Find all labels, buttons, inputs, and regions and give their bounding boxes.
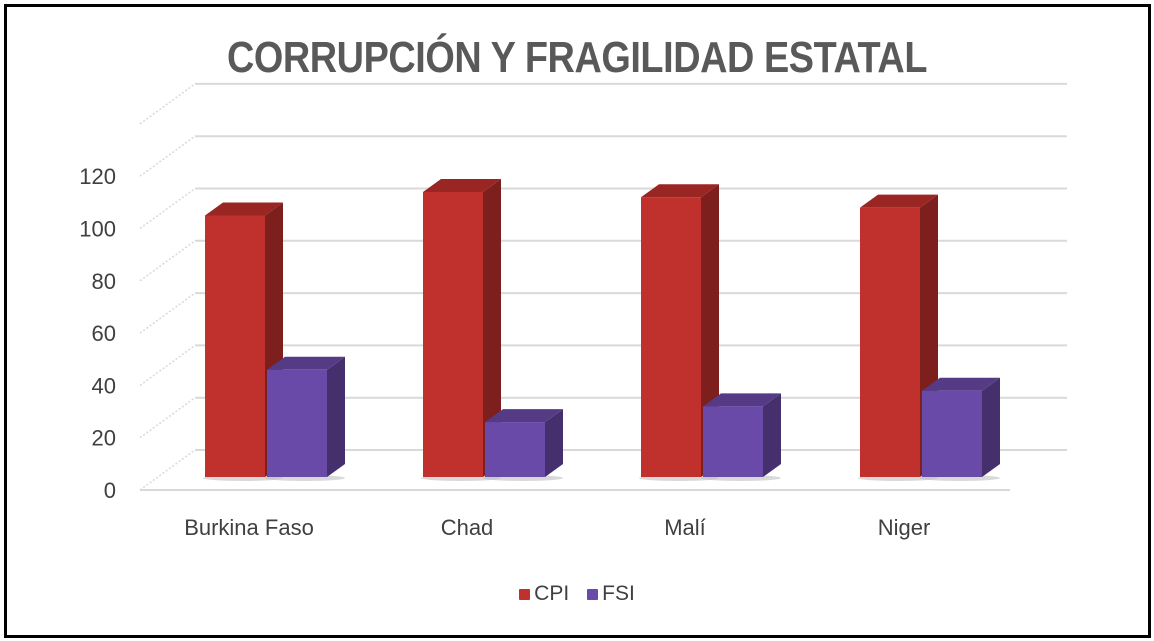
y-tick-label: 60 bbox=[92, 321, 116, 346]
y-tick-label: 120 bbox=[79, 164, 116, 189]
bar-fsi-burkina-faso bbox=[265, 356, 345, 481]
y-tick-label: 100 bbox=[79, 217, 116, 242]
chart-title: CORRUPCIÓN Y FRAGILIDAD ESTATAL bbox=[226, 33, 928, 82]
x-category-label: Niger bbox=[878, 515, 931, 540]
x-axis: Burkina Faso Chad Malí Niger bbox=[184, 515, 930, 540]
legend-label-cpi: CPI bbox=[534, 582, 570, 605]
red-square-icon bbox=[519, 588, 531, 600]
x-category-label: Malí bbox=[664, 515, 706, 540]
y-tick-label: 40 bbox=[92, 373, 116, 398]
legend-label-fsi: FSI bbox=[602, 582, 635, 605]
legend-item-fsi: FSI bbox=[587, 582, 635, 606]
y-tick-label: 0 bbox=[104, 478, 116, 503]
bar-fsi-chad bbox=[483, 409, 563, 481]
legend-item-cpi: CPI bbox=[519, 582, 569, 606]
y-tick-label: 20 bbox=[92, 426, 116, 451]
y-tick-label: 80 bbox=[92, 269, 116, 294]
x-category-label: Chad bbox=[441, 515, 494, 540]
bars bbox=[203, 178, 1000, 481]
purple-square-icon bbox=[587, 588, 599, 600]
bar-fsi-niger bbox=[920, 377, 1000, 481]
chart-frame bbox=[4, 4, 1151, 638]
y-axis: 0 20 40 60 80 100 120 bbox=[79, 164, 116, 503]
x-category-label: Burkina Faso bbox=[184, 515, 314, 540]
bar-fsi-malí bbox=[701, 393, 781, 481]
legend: CPI FSI bbox=[0, 582, 1154, 606]
bar-cpi-chad bbox=[421, 178, 501, 481]
